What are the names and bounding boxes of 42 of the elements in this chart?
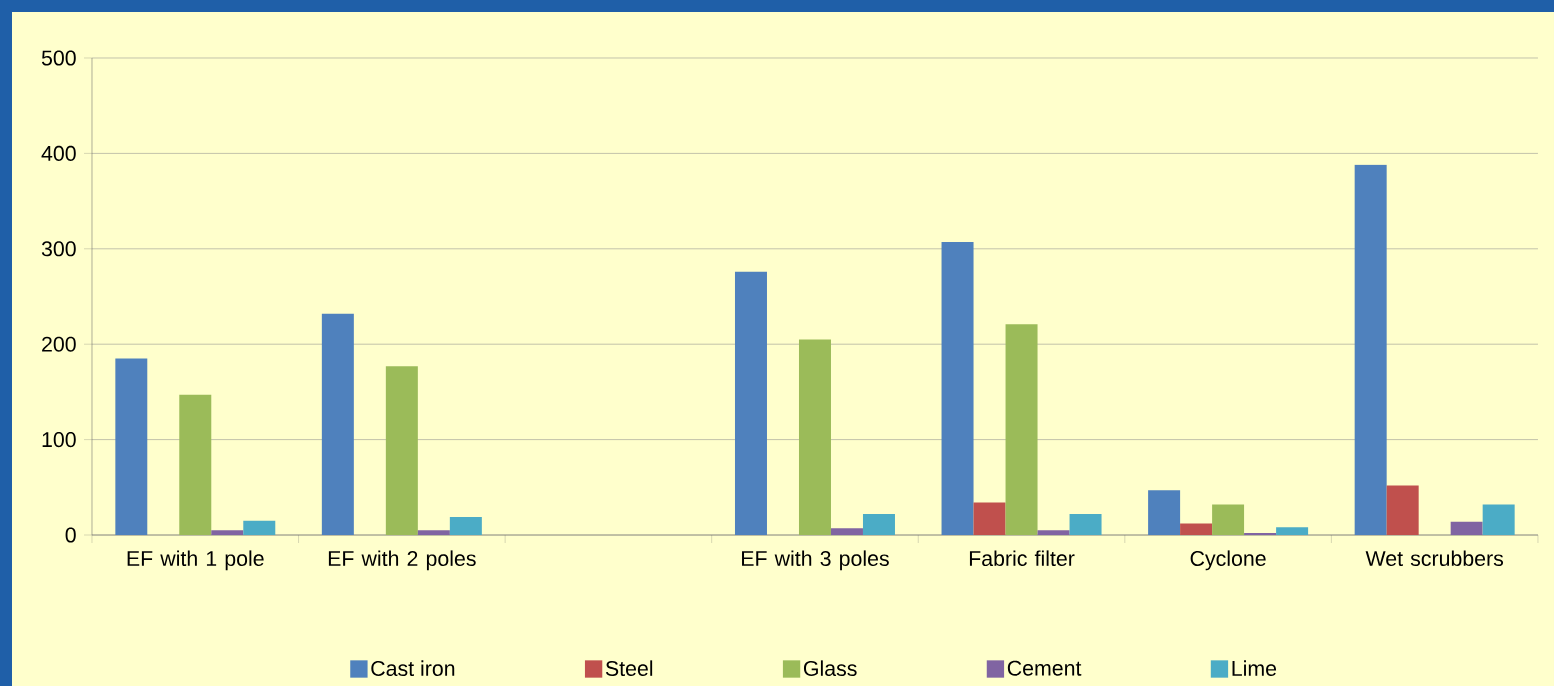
y-tick-label: 200: [42, 336, 76, 352]
bar: [862, 514, 895, 535]
bar: [798, 339, 831, 535]
x-tick-label: Fabric filter: [969, 550, 1075, 567]
y-tick-label: 400: [41, 145, 76, 161]
bar: [243, 520, 276, 535]
x-tick-label: Wet scrubbers: [1365, 550, 1504, 567]
x-tick-label: Cyclone: [1190, 550, 1266, 571]
bar: [1386, 485, 1419, 535]
bar: [1069, 514, 1102, 535]
bar: [1276, 527, 1309, 535]
bar: [385, 366, 418, 535]
bar: [1180, 523, 1213, 535]
bar: [211, 530, 244, 535]
bar: [115, 358, 148, 535]
bar: [321, 313, 354, 535]
bar: [1212, 504, 1245, 535]
legend-label: Steel: [605, 660, 653, 677]
x-tick-label: EF with 3 poles: [742, 550, 889, 571]
x-tick-label: EF with 2 poles: [328, 550, 476, 571]
bar: [449, 516, 482, 535]
bar: [417, 530, 450, 535]
bar: [973, 502, 1006, 535]
bar: [1450, 521, 1483, 535]
bar: [1148, 490, 1181, 535]
bar: [1005, 324, 1038, 535]
y-tick-label: 100: [42, 432, 76, 448]
bar: [734, 271, 767, 535]
bar: [1482, 504, 1515, 535]
bar: [830, 528, 863, 535]
legend-label: Cast iron: [371, 660, 455, 677]
y-tick-label: 500: [41, 50, 76, 66]
bar: [941, 242, 974, 535]
bar: [1037, 530, 1070, 535]
legend-label: Cement: [1007, 660, 1082, 676]
legend-label: Lime: [1232, 660, 1277, 677]
bar: [179, 394, 212, 535]
legend-label: Glass: [803, 660, 857, 677]
bar: [1354, 164, 1387, 535]
y-tick-label: 0: [65, 527, 76, 543]
y-tick-label: 300: [41, 241, 76, 257]
x-tick-label: EF with 1 pole: [127, 550, 264, 571]
